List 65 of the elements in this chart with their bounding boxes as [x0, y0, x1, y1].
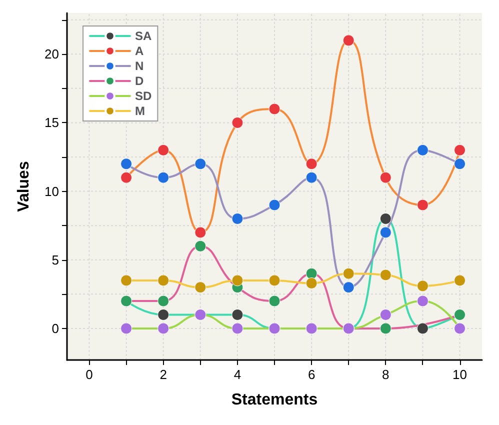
point: [232, 212, 244, 224]
point: [232, 274, 244, 286]
y-tick-label: 15: [44, 115, 59, 130]
point: [416, 199, 428, 211]
point: [232, 308, 244, 320]
x-tick-label: 10: [452, 367, 467, 382]
y-tick-label: 5: [52, 252, 59, 268]
legend-label: M: [135, 104, 145, 118]
x-tick-label: 0: [86, 367, 93, 382]
x-axis-title: Statements: [231, 392, 318, 408]
point: [416, 295, 428, 307]
y-tick-label: 20: [44, 46, 59, 62]
x-tick-label: 4: [234, 367, 242, 382]
legend-label: N: [135, 59, 144, 73]
point: [416, 322, 428, 334]
point: [416, 144, 428, 156]
point: [158, 308, 170, 320]
point: [194, 308, 206, 320]
x-tick-label: 8: [382, 367, 390, 382]
point: [454, 158, 466, 170]
point: [306, 158, 318, 170]
x-tick-label: 6: [308, 367, 316, 382]
point: [194, 226, 206, 238]
point: [416, 280, 428, 292]
point: [342, 34, 354, 46]
point: [232, 116, 244, 128]
point: [380, 322, 392, 334]
point: [380, 212, 392, 224]
y-tick-label: 0: [52, 320, 59, 336]
point: [158, 144, 170, 156]
point: [158, 322, 170, 334]
point: [194, 282, 206, 294]
point: [454, 322, 466, 334]
point: [120, 158, 132, 170]
y-tick-label: 10: [44, 184, 59, 199]
point: [380, 308, 392, 320]
point: [380, 226, 392, 238]
point: [158, 295, 170, 307]
point: [268, 274, 280, 286]
point: [268, 295, 280, 307]
point: [158, 274, 170, 286]
point: [194, 158, 206, 170]
point: [194, 240, 206, 252]
point: [342, 268, 354, 280]
y-axis-title: Values: [16, 161, 32, 212]
point: [454, 274, 466, 286]
point: [120, 172, 132, 184]
legend-label: SA: [135, 29, 152, 43]
point: [306, 172, 318, 184]
point: [232, 322, 244, 334]
point: [306, 268, 318, 280]
legend-label: SD: [135, 89, 152, 103]
point: [342, 282, 354, 294]
point: [268, 103, 280, 115]
point: [158, 172, 170, 184]
point: [268, 199, 280, 211]
legend-label: A: [135, 44, 144, 58]
legend-label: D: [135, 74, 144, 88]
point: [120, 322, 132, 334]
point: [306, 277, 318, 289]
point: [380, 172, 392, 184]
x-tick-label: 2: [160, 367, 167, 382]
point: [454, 144, 466, 156]
point: [120, 274, 132, 286]
point: [380, 269, 392, 281]
